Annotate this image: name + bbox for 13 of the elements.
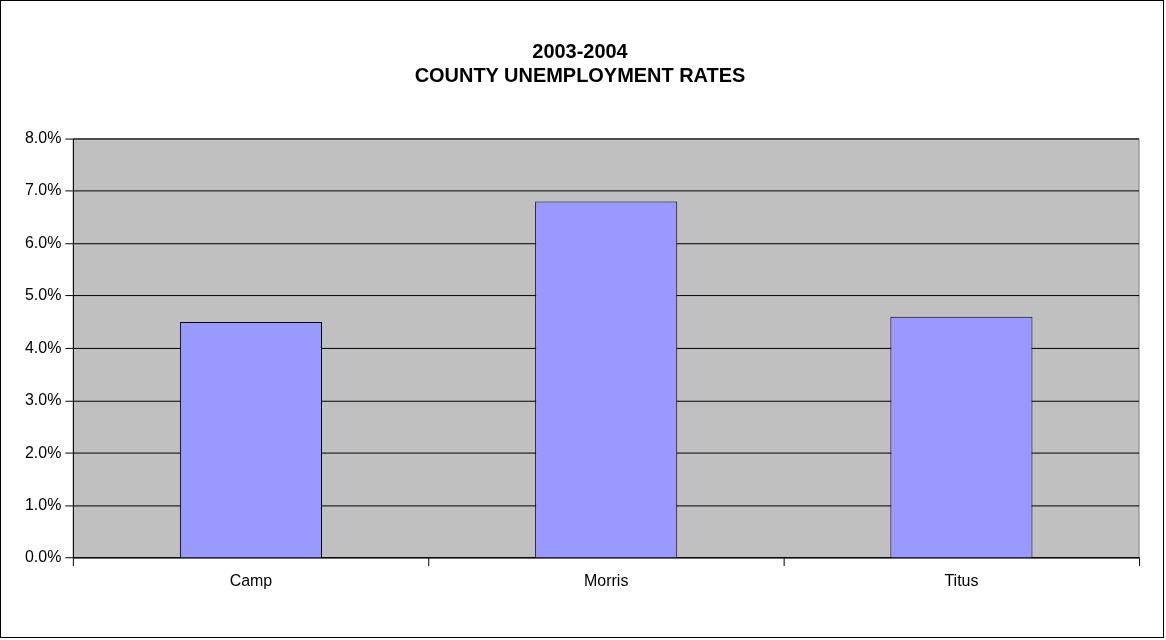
y-tick-label: 4.0% — [24, 338, 62, 356]
y-tick-label: 5.0% — [24, 286, 62, 304]
y-tick-label: 3.0% — [24, 391, 62, 409]
y-tick-label: 6.0% — [24, 233, 62, 251]
y-tick-label: 2.0% — [24, 443, 62, 461]
y-tick-label: 8.0% — [24, 128, 62, 146]
chart-title: 2003-2004 COUNTY UNEMPLOYMENT RATES — [414, 40, 746, 87]
y-tick-label: 7.0% — [24, 181, 62, 199]
x-tick-label: Titus — [944, 571, 979, 589]
x-tick-label: Morris — [584, 571, 629, 589]
y-tick-label: 1.0% — [24, 496, 62, 513]
x-tick-label: Camp — [229, 571, 273, 589]
y-tick-label: 0.0% — [24, 548, 62, 566]
